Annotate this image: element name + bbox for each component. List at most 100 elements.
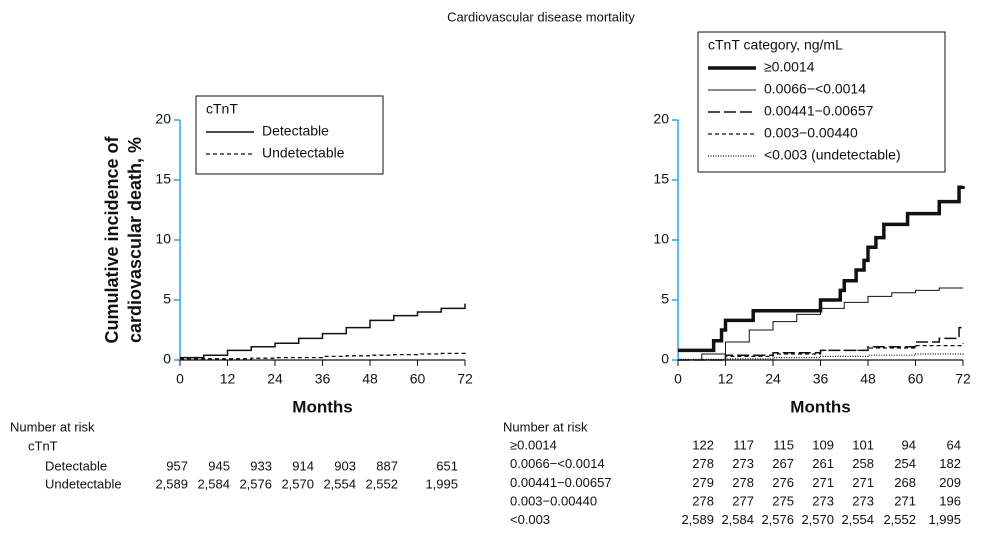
risk-count: 258 <box>852 456 874 471</box>
risk-count: 2,589 <box>681 512 714 527</box>
risk-count: 115 <box>773 437 794 452</box>
line-series <box>678 343 964 361</box>
risk-count: 109 <box>812 437 834 452</box>
risk-count: 268 <box>894 475 916 490</box>
x-tick-label: 12 <box>220 371 236 387</box>
risk-row-name: 0.00441−0.00657 <box>510 475 612 490</box>
risk-table-title: Number at risk <box>10 419 95 434</box>
risk-count: 271 <box>894 494 916 509</box>
risk-row-name: Detectable <box>45 458 107 473</box>
x-axis-label: Months <box>292 397 352 416</box>
risk-count: 276 <box>772 475 794 490</box>
risk-count: 122 <box>692 437 714 452</box>
legend-label: 0.003−0.00440 <box>764 125 858 141</box>
risk-count: 2,589 <box>155 476 188 491</box>
risk-count: 957 <box>166 458 188 473</box>
x-tick-label: 0 <box>674 371 682 387</box>
legend-label: Undetectable <box>262 145 345 161</box>
x-tick-label: 48 <box>362 371 378 387</box>
risk-row-name: 0.003−0.00440 <box>510 494 597 509</box>
risk-count: 275 <box>772 494 794 509</box>
risk-count: 279 <box>692 475 714 490</box>
legend-box <box>697 31 946 173</box>
risk-count: 2,584 <box>721 512 754 527</box>
risk-count: 196 <box>939 494 961 509</box>
line-series <box>678 287 963 361</box>
legend-label: <0.003 (undetectable) <box>764 147 901 163</box>
risk-count: 271 <box>812 475 834 490</box>
line-series <box>180 303 466 359</box>
risk-row-name: 0.0066−<0.0014 <box>510 456 605 471</box>
risk-count: 117 <box>733 437 754 452</box>
y-axis-label: cardiovascular death, % <box>125 137 145 343</box>
legend-label: Detectable <box>262 123 329 139</box>
y-tick-label: 15 <box>155 171 171 187</box>
y-tick-label: 20 <box>155 111 171 127</box>
risk-count: 277 <box>732 494 754 509</box>
risk-count: 182 <box>939 456 961 471</box>
legend-label: ≥0.0014 <box>764 59 815 75</box>
figure-title: Cardiovascular disease mortality <box>447 9 635 24</box>
risk-count: 2,584 <box>197 476 230 491</box>
risk-count: 273 <box>732 456 754 471</box>
risk-count: 1,995 <box>928 512 961 527</box>
risk-count: 2,576 <box>239 476 272 491</box>
y-tick-label: 10 <box>155 231 171 247</box>
risk-count: 254 <box>894 456 916 471</box>
risk-row-name: Undetectable <box>45 476 122 491</box>
risk-table-group: cTnT <box>28 438 58 453</box>
y-tick-label: 5 <box>163 291 171 307</box>
x-axis-label: Months <box>790 397 850 416</box>
y-tick-label: 0 <box>163 351 171 367</box>
x-tick-label: 12 <box>718 371 734 387</box>
y-axis-label: Cumulative incidence of <box>102 135 122 343</box>
x-tick-label: 36 <box>315 371 331 387</box>
y-tick-label: 5 <box>661 291 669 307</box>
legend-box <box>195 95 384 175</box>
risk-count: 278 <box>732 475 754 490</box>
risk-count: 278 <box>692 494 714 509</box>
y-tick-label: 10 <box>653 231 669 247</box>
y-tick-label: 15 <box>653 171 669 187</box>
y-tick-label: 0 <box>661 351 669 367</box>
risk-count: 651 <box>436 458 458 473</box>
risk-count: 94 <box>902 437 916 452</box>
risk-count: 1,995 <box>425 476 458 491</box>
line-series <box>678 326 963 361</box>
risk-table-title: Number at risk <box>503 419 588 434</box>
x-tick-label: 60 <box>908 371 924 387</box>
risk-count: 887 <box>376 458 398 473</box>
line-series <box>180 352 466 360</box>
x-tick-label: 60 <box>410 371 426 387</box>
risk-count: 2,570 <box>801 512 834 527</box>
risk-count: 2,554 <box>323 476 356 491</box>
risk-count: 945 <box>208 458 230 473</box>
line-series <box>678 185 965 353</box>
risk-count: 271 <box>852 475 874 490</box>
risk-count: 2,576 <box>761 512 794 527</box>
risk-row-name: <0.003 <box>510 512 550 527</box>
risk-count: 273 <box>852 494 874 509</box>
x-tick-label: 48 <box>860 371 876 387</box>
risk-count: 261 <box>812 456 834 471</box>
legend-title: cTnT category, ng/mL <box>708 37 843 53</box>
risk-row-name: ≥0.0014 <box>510 437 557 452</box>
x-tick-label: 72 <box>457 371 473 387</box>
risk-count: 278 <box>692 456 714 471</box>
risk-count: 2,552 <box>365 476 398 491</box>
x-tick-label: 72 <box>955 371 971 387</box>
x-tick-label: 0 <box>176 371 184 387</box>
risk-count: 101 <box>852 437 874 452</box>
y-tick-label: 20 <box>653 111 669 127</box>
risk-count: 273 <box>812 494 834 509</box>
risk-count: 2,554 <box>841 512 874 527</box>
x-tick-label: 24 <box>267 371 283 387</box>
risk-count: 2,570 <box>281 476 314 491</box>
legend-title: cTnT <box>206 101 238 117</box>
risk-count: 209 <box>939 475 961 490</box>
x-tick-label: 36 <box>813 371 829 387</box>
legend-label: 0.00441−0.00657 <box>764 103 874 119</box>
risk-count: 933 <box>250 458 272 473</box>
legend-label: 0.0066−<0.0014 <box>764 81 866 97</box>
